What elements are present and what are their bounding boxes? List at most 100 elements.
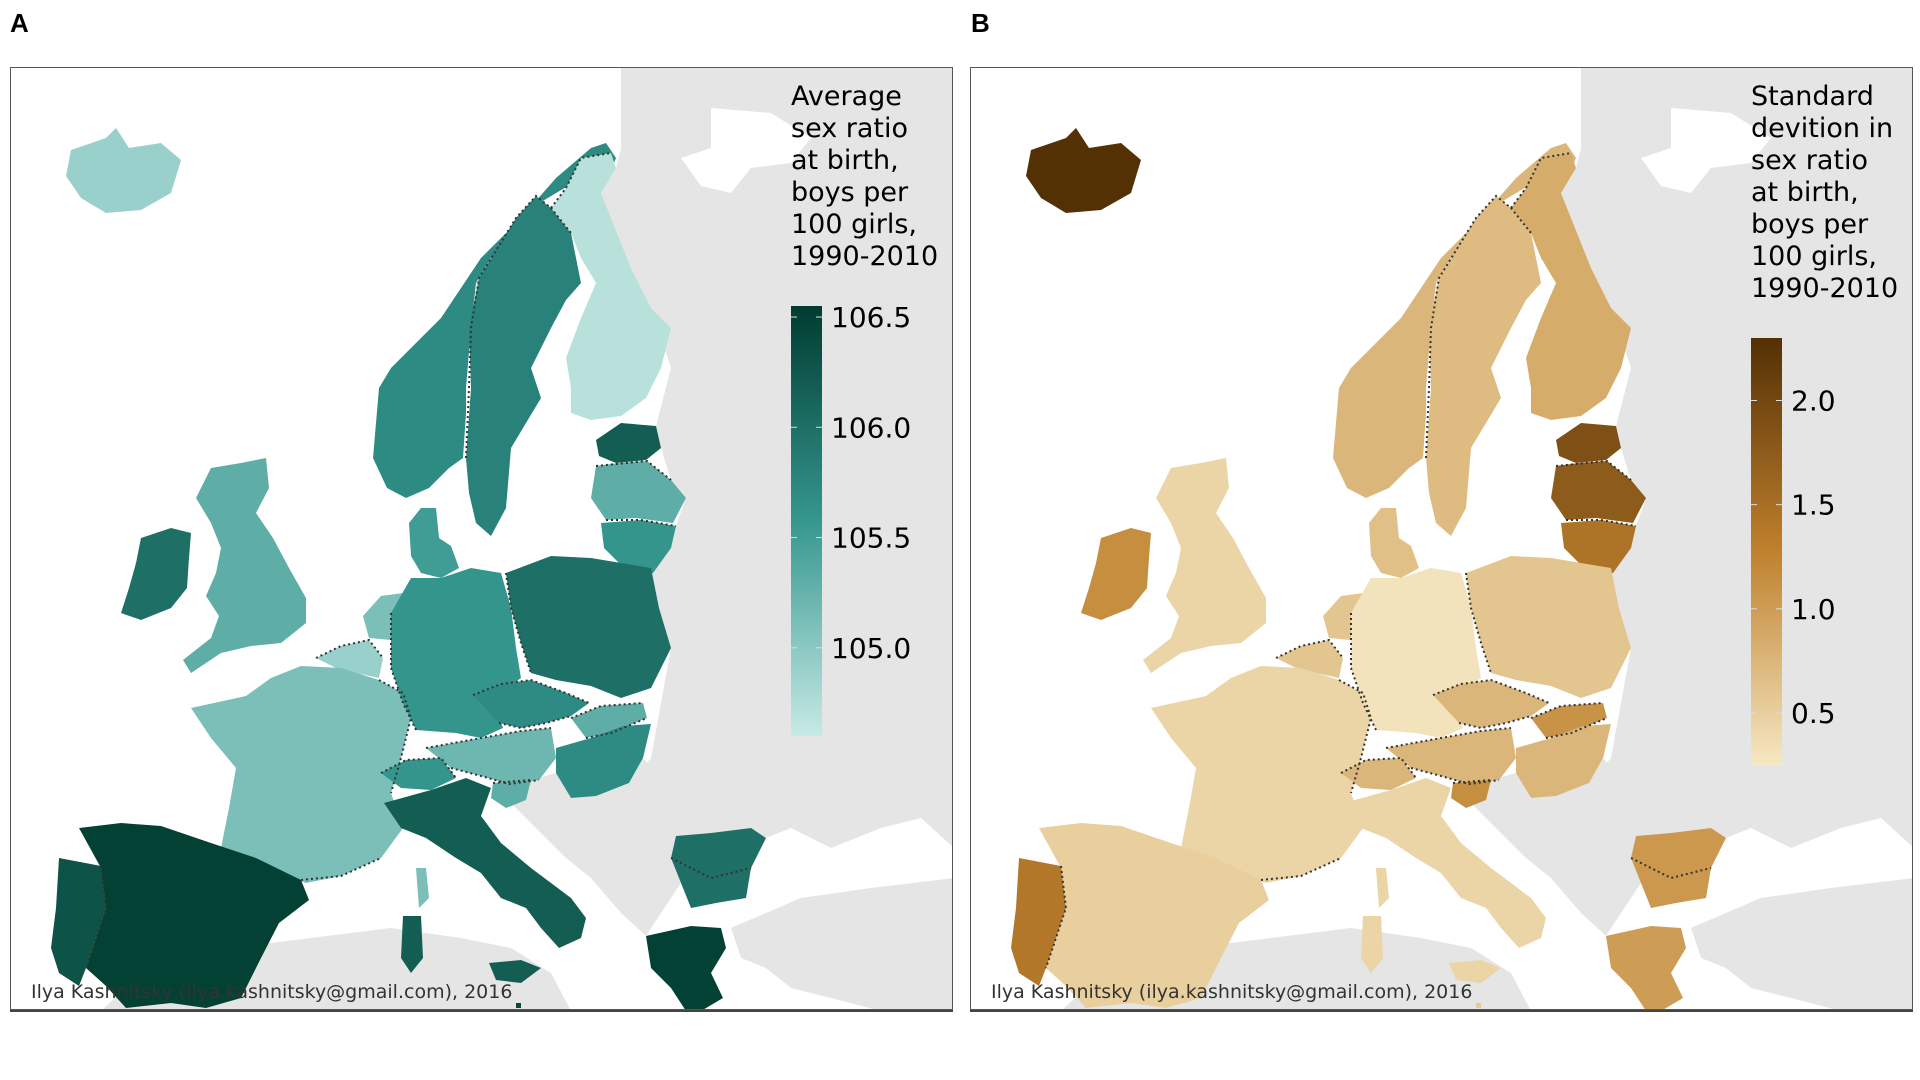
region-sicily-italy[interactable] <box>489 960 541 983</box>
region-iceland[interactable] <box>66 128 181 213</box>
region-latvia[interactable] <box>1551 461 1646 523</box>
region-france[interactable] <box>1151 666 1371 883</box>
region-italy[interactable] <box>1344 778 1546 948</box>
no-data-land <box>1561 68 1912 848</box>
region-hungary[interactable] <box>556 724 651 798</box>
border-line <box>380 756 457 779</box>
region-switzerland[interactable] <box>381 758 456 790</box>
border-line <box>570 702 644 719</box>
region-finland[interactable] <box>551 153 671 420</box>
colorbar-tick-label: 106.5 <box>831 301 911 334</box>
legend-title: Average sex ratio at birth, boys per 100… <box>791 81 939 272</box>
region-switzerland[interactable] <box>1341 758 1416 790</box>
region-france[interactable] <box>191 666 411 883</box>
region-poland[interactable] <box>1466 556 1631 698</box>
region-slovenia[interactable] <box>1451 780 1491 808</box>
credit-text: Ilya Kashnitsky (ilya.kashnitsky@gmail.c… <box>31 981 513 1003</box>
colorbar-tick-label: 1.5 <box>1791 489 1836 522</box>
colorbar-tick-label: 106.0 <box>831 411 911 444</box>
border-line <box>378 679 413 794</box>
colorbar-gradient <box>1751 338 1782 765</box>
border-line <box>1338 679 1373 794</box>
border-line <box>585 717 648 739</box>
region-slovenia[interactable] <box>491 780 531 808</box>
region-finland[interactable] <box>1511 153 1631 420</box>
region-portugal[interactable] <box>51 858 106 986</box>
region-denmark[interactable] <box>409 508 459 578</box>
border-line <box>550 152 612 209</box>
border-line <box>1432 678 1550 704</box>
region-bulgaria[interactable] <box>671 828 766 908</box>
colorbar-tick-label: 105.5 <box>831 522 911 555</box>
region-hungary[interactable] <box>1516 724 1611 798</box>
water-body <box>681 108 811 193</box>
region-austria[interactable] <box>426 728 556 784</box>
legend-title: Standard devition in sex ratio at birth,… <box>1751 81 1899 304</box>
region-ireland[interactable] <box>1081 528 1151 620</box>
border-line <box>1510 152 1572 209</box>
credit-text: Ilya Kashnitsky (ilya.kashnitsky@gmail.c… <box>991 981 1473 1003</box>
colorbar-tick-label: 0.5 <box>1791 697 1836 730</box>
region-sardinia-italy[interactable] <box>1361 916 1383 973</box>
region-belgium[interactable] <box>316 640 383 678</box>
border-line <box>465 194 572 459</box>
map-panel-sex-ratio: 105.0 105.5 106.0 106.5 Average sex ratio a… <box>10 67 953 1010</box>
border-line <box>1385 727 1512 749</box>
border-line <box>1425 194 1532 459</box>
region-czech-republic[interactable] <box>473 680 589 728</box>
no-data-land <box>601 68 952 848</box>
region-slovakia[interactable] <box>1531 703 1607 738</box>
region-portugal[interactable] <box>1011 858 1066 986</box>
border-line <box>1566 519 1637 527</box>
region-slovakia[interactable] <box>571 703 647 738</box>
water-body <box>1641 108 1771 193</box>
region-ireland[interactable] <box>121 528 191 620</box>
region-norway[interactable] <box>373 143 616 498</box>
border-line <box>498 715 572 730</box>
region-corsica-france[interactable] <box>416 868 429 908</box>
region-norway[interactable] <box>1333 143 1576 498</box>
region-bulgaria[interactable] <box>1631 828 1726 908</box>
region-greece[interactable] <box>1606 926 1686 1010</box>
colorbar-tick-label: 105.0 <box>831 632 911 665</box>
region-united-kingdom[interactable] <box>183 458 306 673</box>
countries <box>1011 128 1726 1010</box>
colorbar: 0.5 1.0 1.5 2.0 <box>1751 338 1836 765</box>
region-estonia[interactable] <box>596 423 661 463</box>
region-spain[interactable] <box>79 823 309 1008</box>
region-estonia[interactable] <box>1556 423 1621 463</box>
region-malta[interactable] <box>516 1003 521 1008</box>
border-line <box>1530 702 1604 719</box>
border-line <box>1410 767 1500 786</box>
border-line <box>85 865 108 969</box>
border-line <box>1260 857 1342 881</box>
map-panel-sex-ratio-sd: 0.5 1.0 1.5 2.0 Standard devition in sex ra… <box>970 67 1913 1010</box>
border-line <box>595 459 672 481</box>
colorbar-tick-label: 2.0 <box>1791 384 1836 417</box>
region-greece[interactable] <box>646 926 726 1010</box>
region-sweden[interactable] <box>466 196 581 536</box>
region-spain[interactable] <box>1039 823 1269 1008</box>
region-malta[interactable] <box>1476 1003 1481 1008</box>
no-data-land <box>1691 878 1912 1009</box>
region-sardinia-italy[interactable] <box>401 916 423 973</box>
region-czech-republic[interactable] <box>1433 680 1549 728</box>
region-latvia[interactable] <box>591 461 686 523</box>
border-line <box>492 779 532 784</box>
region-sicily-italy[interactable] <box>1449 960 1501 983</box>
region-italy[interactable] <box>384 778 586 948</box>
border-line <box>1545 717 1608 739</box>
region-austria[interactable] <box>1386 728 1516 784</box>
region-sweden[interactable] <box>1426 196 1541 536</box>
colorbar-gradient <box>791 306 822 736</box>
region-denmark[interactable] <box>1369 508 1419 578</box>
no-data-land <box>731 878 952 1009</box>
panel-a-letter: A <box>10 8 29 38</box>
region-iceland[interactable] <box>1026 128 1141 213</box>
map-sex-ratio-sd: 0.5 1.0 1.5 2.0 <box>1011 68 1912 1010</box>
countries <box>51 128 766 1010</box>
region-poland[interactable] <box>506 556 671 698</box>
region-united-kingdom[interactable] <box>1143 458 1266 673</box>
region-corsica-france[interactable] <box>1376 868 1389 908</box>
region-belgium[interactable] <box>1276 640 1343 678</box>
